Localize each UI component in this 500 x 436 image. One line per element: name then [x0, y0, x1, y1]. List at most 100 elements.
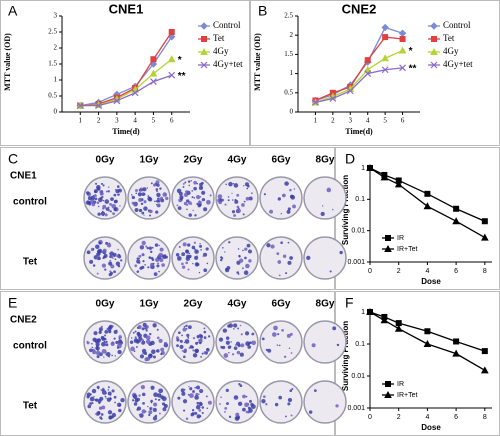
- colony: [158, 388, 164, 394]
- colony: [276, 344, 279, 346]
- colony: [201, 406, 205, 409]
- colony: [219, 403, 221, 405]
- colony: [228, 351, 230, 354]
- colony: [322, 205, 324, 207]
- colony: [113, 329, 118, 334]
- colony: [109, 203, 113, 206]
- colony: [102, 184, 105, 187]
- colony: [139, 354, 144, 359]
- marker: [452, 217, 460, 225]
- colony: [282, 254, 287, 258]
- colony: [157, 197, 159, 200]
- colony: [237, 248, 240, 250]
- colony: [160, 352, 163, 356]
- colony: [247, 403, 250, 405]
- colony: [262, 395, 266, 399]
- colony: [96, 201, 100, 205]
- panel-label: B: [258, 3, 267, 19]
- colony: [96, 252, 100, 257]
- colony: [143, 214, 145, 216]
- x-tick-label: 5: [383, 117, 387, 125]
- colony: [225, 183, 227, 186]
- colony: [96, 355, 100, 359]
- colony: [108, 206, 110, 208]
- colony: [190, 203, 193, 205]
- colony: [86, 395, 90, 399]
- colony: [108, 252, 111, 255]
- colony: [101, 348, 107, 354]
- colony: [238, 254, 241, 258]
- colony: [150, 399, 153, 403]
- colony: [86, 341, 90, 345]
- dose-label: 8Gy: [316, 299, 335, 310]
- colony: [105, 352, 111, 357]
- colony: [158, 270, 160, 273]
- marker: [113, 97, 121, 105]
- colony: [220, 396, 222, 398]
- colony: [136, 257, 140, 260]
- colony: [194, 255, 199, 260]
- colony: [150, 385, 155, 390]
- colony: [103, 356, 105, 358]
- series-line: [80, 31, 173, 107]
- colony: [269, 209, 274, 214]
- colony: [141, 348, 147, 354]
- dish: [171, 320, 215, 364]
- colony: [105, 343, 109, 347]
- colony: [224, 203, 227, 206]
- colony: [236, 208, 241, 214]
- colony: [186, 199, 190, 203]
- colony: [196, 401, 200, 405]
- colony: [227, 345, 232, 349]
- colony: [92, 264, 96, 267]
- legend-label: 4Gy+tet: [443, 59, 473, 69]
- colony: [142, 322, 147, 328]
- colony: [194, 262, 200, 267]
- colony: [153, 402, 158, 407]
- colony: [94, 347, 97, 349]
- colony: [147, 209, 150, 212]
- colony: [181, 252, 186, 257]
- colony: [236, 193, 240, 197]
- annotation: **: [178, 71, 186, 82]
- colony: [152, 323, 157, 328]
- colony: [104, 331, 107, 333]
- colony: [199, 337, 203, 341]
- colony: [148, 357, 151, 360]
- colony: [155, 180, 160, 185]
- colony: [246, 243, 251, 248]
- colony: [165, 406, 167, 409]
- colony: [285, 272, 288, 275]
- y-tick-label: 0.01: [351, 373, 365, 380]
- colony: [263, 193, 266, 196]
- colony: [133, 202, 138, 207]
- colony: [245, 410, 249, 414]
- colony: [244, 256, 247, 260]
- x-tick-label: 6: [170, 117, 174, 125]
- dish: [303, 176, 347, 220]
- colony: [291, 387, 294, 390]
- marker: [380, 173, 389, 181]
- colony: [164, 255, 168, 259]
- colony: [231, 192, 233, 195]
- colony: [114, 258, 117, 261]
- colony: [289, 256, 293, 260]
- row-label: control: [13, 341, 47, 352]
- colony: [113, 207, 117, 212]
- colony: [290, 195, 296, 200]
- colony: [191, 245, 196, 250]
- colony: [91, 346, 94, 349]
- row-label: Tet: [23, 401, 38, 412]
- colony: [285, 415, 287, 418]
- colony: [158, 338, 163, 343]
- colony: [98, 197, 103, 203]
- colony: [103, 253, 108, 258]
- colony: [104, 213, 108, 217]
- colony: [203, 252, 208, 257]
- colony: [199, 415, 202, 417]
- colony: [251, 332, 255, 336]
- colony: [306, 255, 311, 260]
- colony: [95, 244, 100, 250]
- colony: [100, 389, 103, 391]
- colony: [145, 335, 151, 341]
